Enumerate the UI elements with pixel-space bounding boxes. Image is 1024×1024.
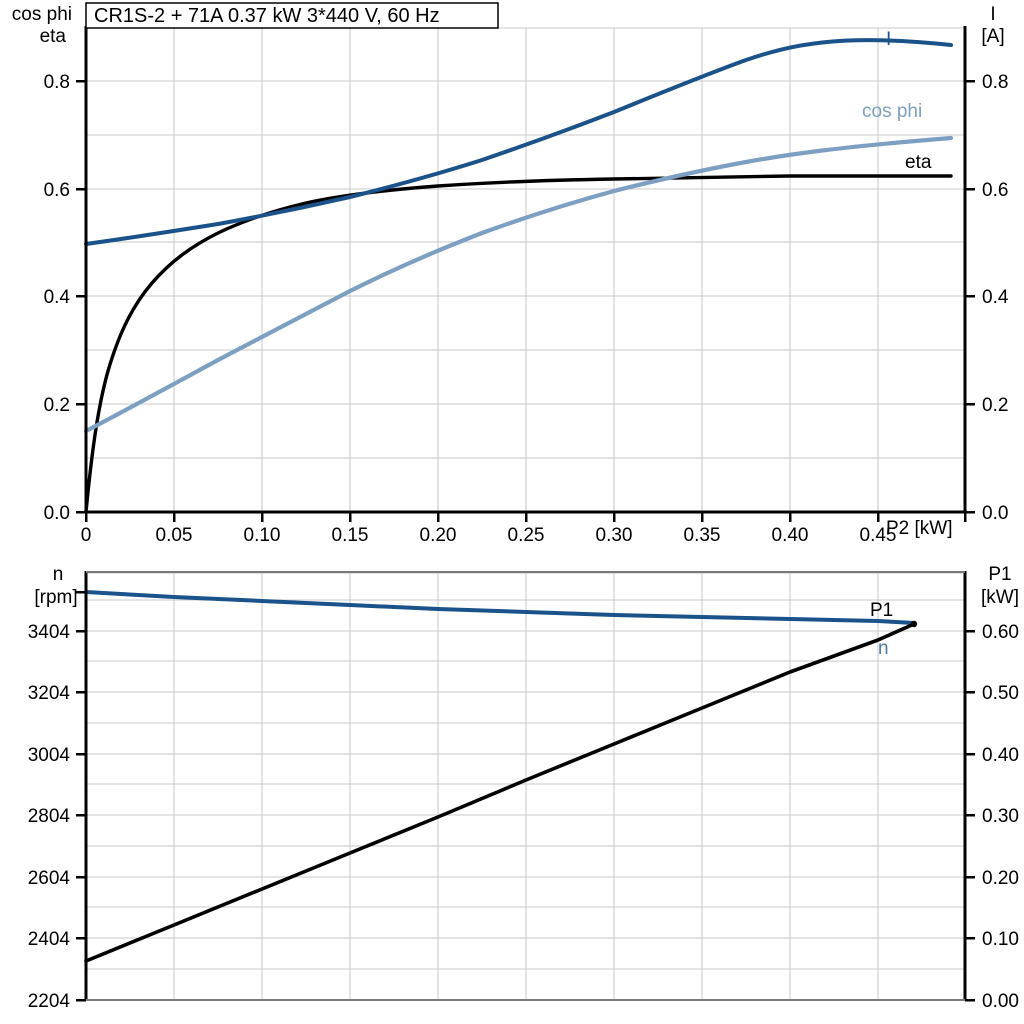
top-right-tick-2: 0.4 [982,287,1009,308]
top-chart-left-axis-title-1: cos phi [12,4,72,25]
series-label-cos-phi: cos phi [862,101,922,122]
top-chart-right-axis-title-1: I [990,4,995,25]
bottom-chart-vertical-gridlines [173,573,879,1000]
series-label-speed: n [878,638,889,659]
bottom-chart-left-axis-title-2: [rpm] [34,587,77,608]
cos-phi-curve [83,135,954,434]
top-chart-right-axis-title-2: [A] [981,26,1004,47]
top-left-tick-3: 0.6 [44,180,70,201]
series-label-current: I [886,29,891,50]
top-x-tick-5: 0.25 [508,525,545,546]
bottom-chart-right-axis-title-1: P1 [988,564,1011,585]
top-chart-x-axis-title: P2 [kW] [886,518,953,539]
top-x-tick-9: 0.45 [860,525,897,546]
top-x-tick-7: 0.35 [684,525,721,546]
top-right-tick-1: 0.2 [982,395,1008,416]
bottom-left-tick-0: 2204 [28,991,71,1012]
bottom-chart-right-tickmarks [965,629,975,1002]
top-chart-vertical-gridlines [173,28,879,512]
top-x-tick-2: 0.10 [244,525,281,546]
current-curve [84,38,953,246]
eta-curve-top [84,174,953,514]
bottom-right-tick-2: 0.20 [982,868,1019,889]
top-right-tick-0: 0.0 [982,503,1008,524]
bottom-chart-left-tickmarks [76,590,86,1002]
series-label-eta: eta [905,152,932,173]
top-x-tick-4: 0.20 [420,525,457,546]
top-x-tick-3: 0.15 [332,525,369,546]
curve-end-marker [910,620,918,628]
bottom-left-tick-4: 3004 [28,745,71,766]
top-left-tick-2: 0.4 [44,287,71,308]
speed-curve [84,590,916,625]
series-label-power-input: P1 [870,600,893,621]
bottom-chart: 2204 2404 2604 2804 3004 3204 3404 0.00 … [28,564,1019,1012]
top-right-tick-4: 0.8 [982,72,1008,93]
bottom-left-tick-3: 2804 [28,806,71,827]
top-x-tick-0: 0 [81,525,92,546]
top-chart-right-tickmarks [965,79,975,514]
bottom-left-tick-2: 2604 [28,868,71,889]
top-chart-horizontal-gridlines [86,27,965,459]
chart-title-box [85,2,499,29]
bottom-right-tick-0: 0.00 [982,991,1019,1012]
bottom-right-tick-5: 0.50 [982,683,1019,704]
top-left-tick-1: 0.2 [44,395,70,416]
top-chart-left-tickmarks [76,79,86,514]
bottom-left-tick-1: 2404 [28,929,71,950]
top-right-tick-3: 0.6 [982,180,1008,201]
bottom-right-tick-1: 0.10 [982,929,1019,950]
bottom-chart-left-axis-title-1: n [53,564,64,585]
chart-title: CR1S-2 + 71A 0.37 kW 3*440 V, 60 Hz [94,5,440,27]
top-left-tick-0: 0.0 [44,503,70,524]
top-x-tick-6: 0.30 [596,525,633,546]
top-left-tick-4: 0.8 [44,72,70,93]
power-input-curve [84,622,916,963]
bottom-right-tick-4: 0.40 [982,745,1019,766]
bottom-right-tick-3: 0.30 [982,806,1019,827]
bottom-left-tick-6: 3404 [28,622,71,643]
bottom-left-tick-5: 3204 [28,683,71,704]
bottom-right-tick-6: 0.60 [982,622,1019,643]
top-chart-x-tickmarks [84,512,967,522]
top-x-tick-8: 0.40 [772,525,809,546]
bottom-chart-right-axis-title-2: [kW] [981,587,1019,608]
top-chart: 0.0 0.2 0.4 0.6 0.8 0.0 0.2 0.4 0.6 0.8 … [12,2,1009,546]
top-x-tick-1: 0.05 [156,525,193,546]
top-chart-left-axis-title-2: eta [40,26,67,47]
